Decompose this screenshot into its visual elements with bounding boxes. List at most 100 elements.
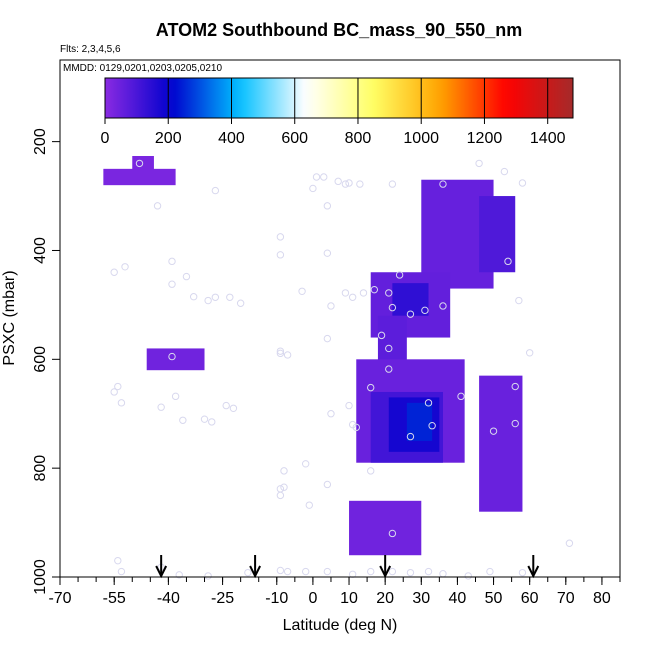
flight-point-102 — [464, 572, 472, 580]
flight-point-64 — [276, 349, 285, 358]
heatmap-cell-14 — [146, 348, 205, 371]
flight-point-24 — [345, 179, 353, 187]
x-tick-label-4: -10 — [265, 590, 288, 607]
flight-point-57 — [323, 334, 332, 343]
flight-point-31 — [323, 249, 332, 257]
colorbar-tick-label-6: 1200 — [467, 130, 503, 147]
arrow-head-0 — [155, 565, 168, 579]
flight-point-53 — [406, 432, 415, 441]
flight-point-83 — [367, 467, 375, 475]
flight-point-95 — [323, 567, 332, 576]
flight-point-61 — [345, 401, 353, 410]
flight-point-14 — [226, 293, 234, 301]
colorbar-panel: MMDD: 0129,0201,0203,0205,0210 0 200 400 60… — [60, 60, 620, 156]
flight-point-28 — [475, 159, 483, 168]
arrow-head-1 — [249, 565, 261, 579]
flight-point-94 — [301, 567, 310, 576]
colorbar-tick-label-3: 600 — [281, 130, 308, 147]
flight-point-100 — [424, 567, 433, 576]
flight-point-18 — [312, 173, 321, 181]
flight-point-25 — [356, 180, 364, 188]
flight-point-26 — [388, 180, 397, 188]
flight-point-99 — [406, 568, 415, 577]
flight-point-75 — [222, 401, 230, 410]
flight-point-62 — [327, 410, 335, 418]
flight-point-70 — [171, 392, 180, 401]
flight-point-11 — [189, 293, 198, 301]
flight-point-51 — [424, 399, 433, 407]
flight-point-21 — [323, 202, 332, 210]
x-tick-label-6: 10 — [340, 590, 358, 607]
x-axis-title: Latitude (deg N) — [283, 617, 398, 634]
flight-point-98 — [388, 567, 397, 576]
flight-point-63 — [276, 347, 285, 355]
x-axis: -70 -55 -40 -25 -10 0 10 20 30 40 50 60 70 80 — [48, 577, 621, 607]
flight-point-40 — [388, 303, 397, 312]
arrow-head-2 — [379, 565, 392, 579]
flight-point-39 — [395, 271, 404, 279]
colorbar-tick-label-5: 1000 — [403, 130, 439, 147]
flight-point-38 — [385, 289, 393, 297]
flight-point-93 — [283, 567, 292, 576]
heatmap-cell-11 — [406, 402, 433, 441]
flight-point-47 — [511, 382, 519, 391]
colorbar — [104, 77, 574, 119]
y-tick-label-4: 1000 — [32, 559, 49, 595]
flight-point-60 — [367, 383, 375, 392]
flight-point-66 — [168, 352, 176, 361]
flight-point-13 — [211, 293, 220, 301]
heatmap-cell-6 — [392, 283, 429, 316]
flight-point-67 — [110, 388, 118, 396]
flight-point-35 — [348, 293, 357, 301]
flight-point-91 — [244, 568, 252, 577]
flight-point-105 — [565, 539, 574, 547]
flight-point-86 — [114, 556, 122, 565]
x-tick-label-5: 0 — [308, 590, 317, 607]
x-tick-label-10: 50 — [485, 590, 503, 607]
flight-point-15 — [236, 299, 245, 307]
flight-point-56 — [385, 344, 393, 353]
y-tick-label-1: 400 — [32, 237, 49, 264]
colorbar-tick-label-4: 800 — [345, 130, 372, 147]
flight-point-34 — [341, 289, 350, 297]
flight-point-46 — [525, 349, 534, 357]
flight-point-41 — [406, 310, 415, 318]
flight-point-44 — [504, 257, 512, 266]
y-axis-title: PSXC (mbar) — [1, 270, 18, 365]
flight-point-89 — [175, 571, 183, 579]
flight-point-59 — [352, 423, 360, 432]
flight-point-73 — [200, 415, 209, 423]
flight-point-45 — [515, 296, 523, 305]
x-tick-label-7: 20 — [376, 590, 394, 607]
arrow-head-3 — [527, 565, 540, 579]
heatmap-cells — [103, 122, 523, 556]
flight-points — [110, 137, 574, 580]
flight-point-76 — [229, 404, 238, 412]
flight-point-43 — [439, 302, 447, 310]
x-tick-label-12: 70 — [557, 590, 575, 607]
chart-title: ATOM2 Southbound BC_mass_90_550_nm — [156, 20, 522, 40]
colorbar-tick-label-1: 200 — [155, 130, 182, 147]
y-tick-label-2: 600 — [32, 346, 49, 373]
flight-point-32 — [298, 287, 306, 295]
arrow-markers — [155, 555, 540, 579]
x-tick-label-2: -40 — [157, 590, 180, 607]
flight-point-54 — [377, 331, 386, 340]
flight-point-30 — [518, 179, 527, 187]
flight-point-92 — [276, 566, 285, 575]
y-tick-label-3: 800 — [32, 455, 49, 482]
heatmap-cell-12 — [479, 375, 523, 512]
flight-point-36 — [359, 289, 368, 297]
flight-point-82 — [323, 480, 332, 489]
flight-point-33 — [327, 302, 335, 310]
x-tick-label-1: -55 — [103, 590, 126, 607]
flight-point-49 — [489, 427, 498, 435]
colorbar-tick-label-2: 400 — [218, 130, 245, 147]
colorbar-ticks: 0 200 400 600 800 1000 1200 1400 — [101, 78, 566, 147]
x-tick-label-9: 40 — [449, 590, 467, 607]
flight-point-48 — [511, 419, 519, 428]
flight-point-16 — [276, 233, 285, 241]
dates-note: MMDD: 0129,0201,0203,0205,0210 — [63, 63, 222, 74]
plot-frame — [59, 59, 621, 578]
flight-point-5 — [211, 186, 220, 195]
